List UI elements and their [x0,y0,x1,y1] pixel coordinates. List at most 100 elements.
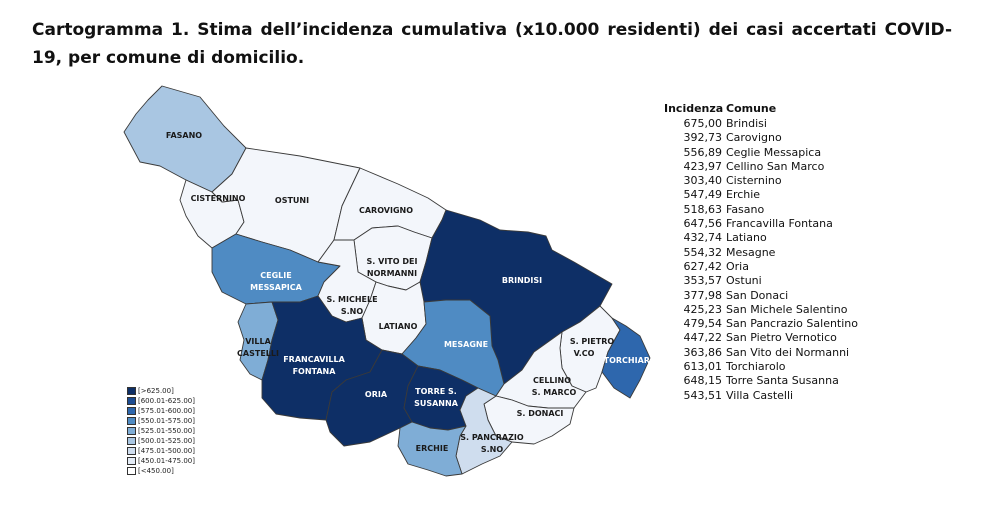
municipality-name: Villa Castelli [726,388,794,402]
incidence-value: 423,97 [683,159,723,173]
legend-item: [<450.00] [127,466,195,476]
legend-swatch [127,467,136,475]
label-ostuni: OSTUNI [275,196,309,205]
label-ceglie-1: CEGLIE [260,271,291,280]
incidence-value: 303,40 [683,174,723,188]
incidence-value: 425,23 [683,302,723,316]
legend-label: [450.01-475.00] [138,457,195,465]
label-san-pancrazio-1: S. PANCRAZIO [460,433,524,442]
legend-item: [550.01-575.00] [127,416,195,426]
incidence-value: 613,01 [683,360,723,374]
header-comune: Comune [726,102,777,115]
legend-item: [500.01-525.00] [127,436,195,446]
municipality-name: Cisternino [726,174,782,188]
label-villa-castelli-2: CASTELLI [237,349,279,358]
label-torchiarolo: TORCHIAROLO [604,356,660,365]
label-oria: ORIA [365,390,388,399]
municipality-name: Torchiarolo [726,360,786,374]
municipality-name: Ostuni [726,274,762,288]
label-cisternino: CISTERNINO [191,194,246,203]
municipality-name: San Pancrazio Salentino [726,317,858,331]
label-san-vito-1: S. VITO DEI [367,257,418,266]
table-body: 675,00 Brindisi 392,73 Carovigno 556,89 Cegli… [664,117,859,403]
legend-label: [475.01-500.00] [138,447,195,455]
table-row: 518,63 Fasano [664,203,858,217]
municipality-name: Fasano [726,202,765,216]
table-row: 363,86 San Vito dei Normanni [664,346,858,360]
municipality-name: Erchie [726,188,761,202]
incidence-value: 554,32 [683,245,723,259]
incidence-value: 647,56 [683,217,723,231]
legend-label: [>625.00] [138,387,174,395]
municipality-name: Francavilla Fontana [726,217,833,231]
legend-item: [475.01-500.00] [127,446,195,456]
incidence-value: 675,00 [683,117,723,130]
municipality-name: San Donaci [726,288,789,302]
label-san-michele-1: S. MICHELE [326,295,377,304]
label-carovigno: CAROVIGNO [359,206,413,215]
legend-label: [600.01-625.00] [138,397,195,405]
municipality-name: Cellino San Marco [726,159,825,173]
incidence-value: 627,42 [683,259,723,273]
table-row: 556,89 Ceglie Messapica [664,146,858,160]
table-row: 554,32 Mesagne [664,246,858,260]
label-san-pietro-2: V.CO [574,349,595,358]
incidence-value: 353,57 [683,274,723,288]
label-torre-2: SUSANNA [414,399,459,408]
legend-swatch [127,427,136,435]
legend-item: [450.01-475.00] [127,456,195,466]
label-san-pietro-1: S. PIETRO [570,337,615,346]
label-brindisi: BRINDISI [502,276,542,285]
municipality-name: Mesagne [726,245,776,259]
incidence-value: 432,74 [683,231,723,245]
legend-label: [525.01-550.00] [138,427,195,435]
table-row: 547,49 Erchie [664,188,858,202]
municipality-name: San Pietro Vernotico [726,331,837,345]
map-legend: [>625.00] [600.01-625.00] [575.01-600.00] [… [127,386,195,476]
table-row: 675,00 Brindisi [664,117,858,131]
header-incidenza: Incidenza [664,102,724,115]
incidence-value: 479,54 [683,317,723,331]
municipality-name: Torre Santa Susanna [726,374,839,388]
municipality-name: Oria [726,259,749,273]
table-row: 447,22 San Pietro Vernotico [664,331,858,345]
incidence-value: 363,86 [683,345,723,359]
municipality-name: Carovigno [726,131,782,145]
table-row: 392,73 Carovigno [664,131,858,145]
legend-swatch [127,447,136,455]
table-row: 377,98 San Donaci [664,289,858,303]
table-row: 543,51 Villa Castelli [664,389,858,403]
label-torre-1: TORRE S. [415,387,457,396]
legend-item: [>625.00] [127,386,195,396]
municipality-erchie [397,421,467,477]
legend-swatch [127,407,136,415]
municipality-name: San Vito dei Normanni [726,345,850,359]
legend-item: [525.01-550.00] [127,426,195,436]
municipality-name: Latiano [726,231,767,245]
label-cellino-2: S. MARCO [532,388,577,397]
legend-swatch [127,437,136,445]
label-latiano: LATIANO [379,322,418,331]
incidence-value: 648,15 [683,374,723,388]
table-row: 647,56 Francavilla Fontana [664,217,858,231]
legend-swatch [127,417,136,425]
legend-label: [<450.00] [138,467,174,475]
label-francavilla-1: FRANCAVILLA [283,355,345,364]
legend-label: [500.01-525.00] [138,437,195,445]
label-mesagne: MESAGNE [444,340,488,349]
incidence-value: 377,98 [683,288,723,302]
legend-label: [575.01-600.00] [138,407,195,415]
table-row: 479,54 San Pancrazio Salentino [664,317,859,331]
table-row: 303,40 Cisternino [664,174,858,188]
label-san-pancrazio-2: S.NO [481,445,503,454]
legend-swatch [127,457,136,465]
table-row: 425,23 San Michele Salentino [664,303,858,317]
label-san-michele-2: S.NO [341,307,363,316]
municipality-name: Ceglie Messapica [726,145,822,159]
incidence-value: 447,22 [683,331,723,345]
label-francavilla-2: FONTANA [293,367,337,376]
label-villa-castelli-1: VILLA [245,337,271,346]
legend-label: [550.01-575.00] [138,417,195,425]
incidence-value: 556,89 [683,145,723,159]
incidence-value: 518,63 [683,202,723,216]
